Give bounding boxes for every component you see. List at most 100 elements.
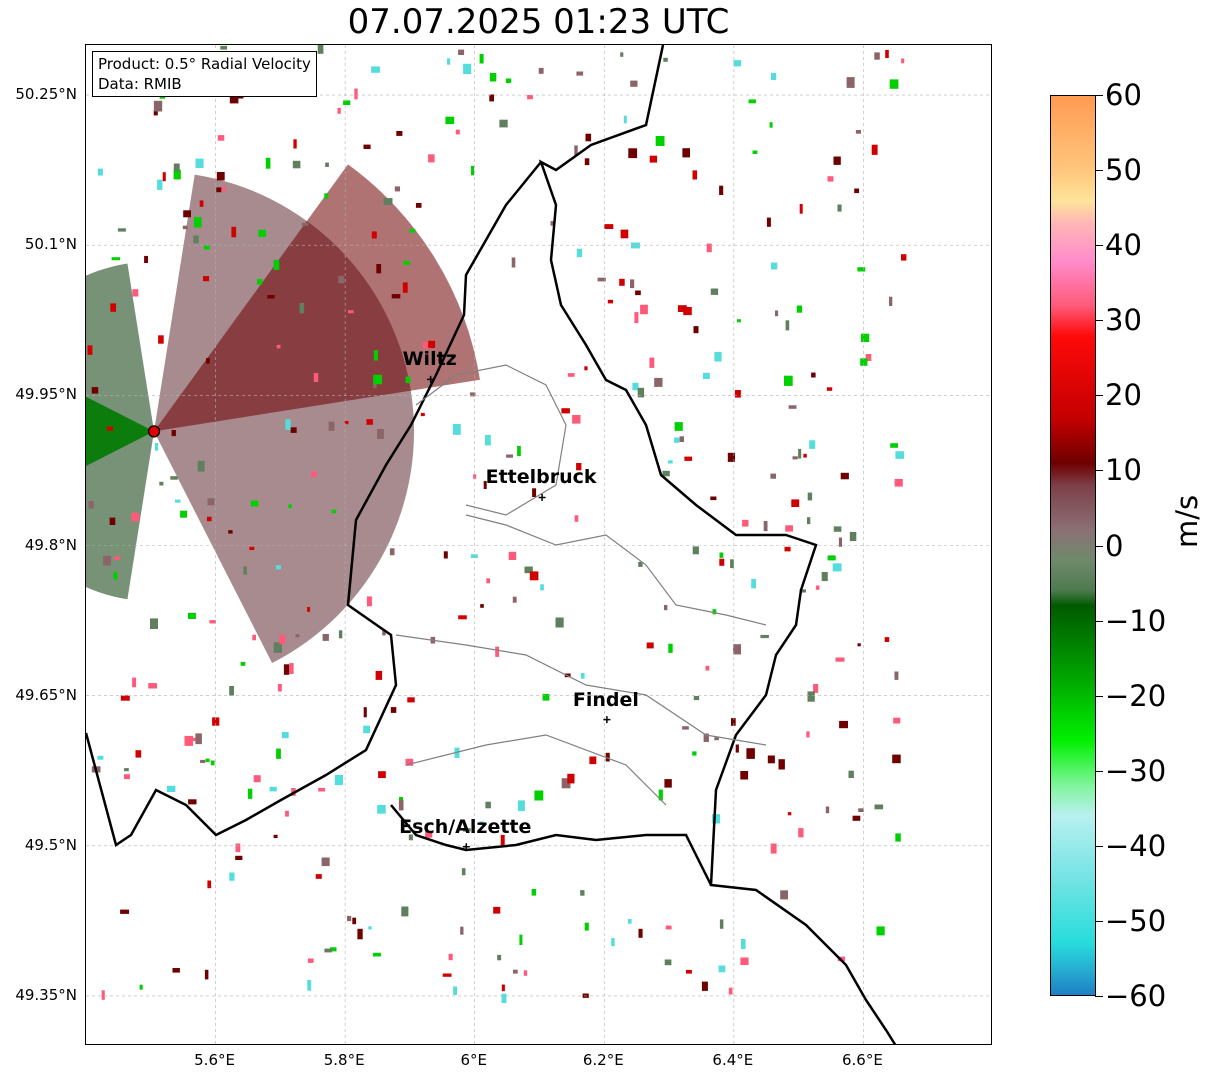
echo-pixel	[258, 229, 267, 237]
echo-pixel	[567, 373, 575, 377]
colorbar-tick-label: −30	[1105, 753, 1167, 788]
echo-pixel	[209, 620, 216, 624]
echo-pixel	[210, 760, 215, 766]
echo-pixel	[638, 928, 643, 938]
echo-pixel	[458, 615, 467, 620]
echo-pixel	[858, 808, 864, 812]
echo-pixel	[470, 392, 476, 397]
echo-pixel	[252, 634, 256, 641]
echo-pixel	[668, 460, 673, 464]
radar-site-marker[interactable]	[147, 425, 161, 438]
echo-pixel	[111, 257, 121, 261]
echo-pixel	[649, 357, 655, 368]
echo-pixel	[787, 812, 792, 816]
echo-pixel	[207, 880, 212, 889]
echo-pixel	[654, 377, 663, 387]
echo-pixel	[874, 804, 884, 810]
echo-pixel	[682, 148, 690, 158]
colorbar-tick	[1095, 770, 1103, 772]
echo-pixel	[511, 257, 516, 268]
echo-pixel	[770, 473, 776, 479]
echo-pixel	[719, 185, 724, 195]
echo-pixel	[710, 288, 719, 295]
echo-pixel	[497, 954, 502, 961]
echo-pixel	[415, 203, 422, 208]
echo-pixel	[394, 186, 400, 192]
echo-pixel	[479, 53, 484, 64]
echo-pixel	[605, 752, 610, 762]
echo-pixel	[231, 226, 237, 238]
canton-border	[405, 734, 667, 806]
echo-pixel	[470, 554, 478, 559]
echo-pixel	[734, 390, 741, 398]
echo-pixel	[692, 546, 699, 555]
echo-pixel	[607, 299, 613, 304]
city-label: Wiltz	[402, 348, 457, 371]
echo-pixel	[701, 981, 708, 991]
echo-pixel	[331, 509, 337, 514]
echo-pixel	[197, 460, 205, 472]
echo-pixel	[719, 552, 724, 558]
echo-pixel	[199, 200, 204, 207]
echo-pixel	[337, 107, 341, 114]
echo-pixel	[664, 959, 672, 966]
echo-pixel	[532, 488, 537, 497]
echo-pixel	[584, 366, 588, 371]
echo-pixel	[173, 163, 180, 172]
echo-pixel	[203, 245, 210, 250]
echo-pixel	[220, 45, 227, 50]
echo-pixel	[712, 609, 717, 615]
echo-pixel	[674, 437, 680, 443]
echo-pixel	[833, 156, 841, 165]
echo-pixel	[619, 278, 625, 286]
echo-pixel	[279, 634, 286, 644]
echo-pixel	[180, 510, 188, 518]
echo-pixel	[276, 344, 281, 349]
echo-pixel	[403, 260, 410, 265]
colorbar-tick	[1095, 170, 1103, 172]
echo-pixel	[159, 481, 164, 486]
echo-pixel	[407, 697, 415, 703]
colorbar-tick	[1095, 95, 1103, 96]
echo-pixel	[665, 925, 672, 930]
echo-pixel	[461, 868, 466, 876]
echo-pixel	[849, 531, 857, 542]
echo-pixel	[366, 419, 373, 425]
city-marker-icon	[427, 375, 435, 383]
echo-pixel	[737, 319, 741, 323]
echo-pixel	[611, 938, 615, 947]
echo-pixel	[860, 358, 868, 366]
city-label: Ettelbruck	[485, 466, 597, 489]
colorbar-tick	[1095, 320, 1103, 322]
echo-pixel	[289, 663, 294, 674]
lat-tick-label: 50.25°N	[15, 85, 77, 104]
echo-pixel	[486, 578, 490, 584]
echo-pixel	[837, 204, 842, 212]
echo-pixel	[833, 526, 842, 532]
canton-border	[465, 514, 767, 626]
echo-pixel	[483, 481, 487, 489]
echo-pixel	[377, 805, 386, 814]
echo-pixel	[373, 952, 381, 957]
echo-pixel	[848, 770, 854, 778]
echo-pixel	[628, 148, 638, 159]
echo-pixel	[109, 517, 116, 525]
echo-pixel	[277, 684, 282, 692]
colorbar-tick-label: 60	[1105, 78, 1142, 112]
echo-pixel	[401, 906, 409, 917]
echo-pixel	[684, 456, 693, 461]
echo-pixel	[693, 696, 700, 701]
echo-pixel	[630, 80, 638, 87]
echo-pixel	[576, 463, 582, 471]
radar-map[interactable]	[85, 44, 992, 1045]
echo-pixel	[343, 100, 351, 105]
echo-pixel	[649, 155, 658, 163]
echo-pixel	[373, 374, 383, 385]
echo-pixel	[489, 94, 494, 102]
echo-pixel	[158, 335, 164, 344]
echo-pixel	[409, 228, 416, 233]
echo-pixel	[807, 691, 815, 702]
echo-pixel	[329, 947, 337, 952]
echo-pixel	[172, 968, 180, 973]
echo-pixel	[97, 755, 104, 760]
